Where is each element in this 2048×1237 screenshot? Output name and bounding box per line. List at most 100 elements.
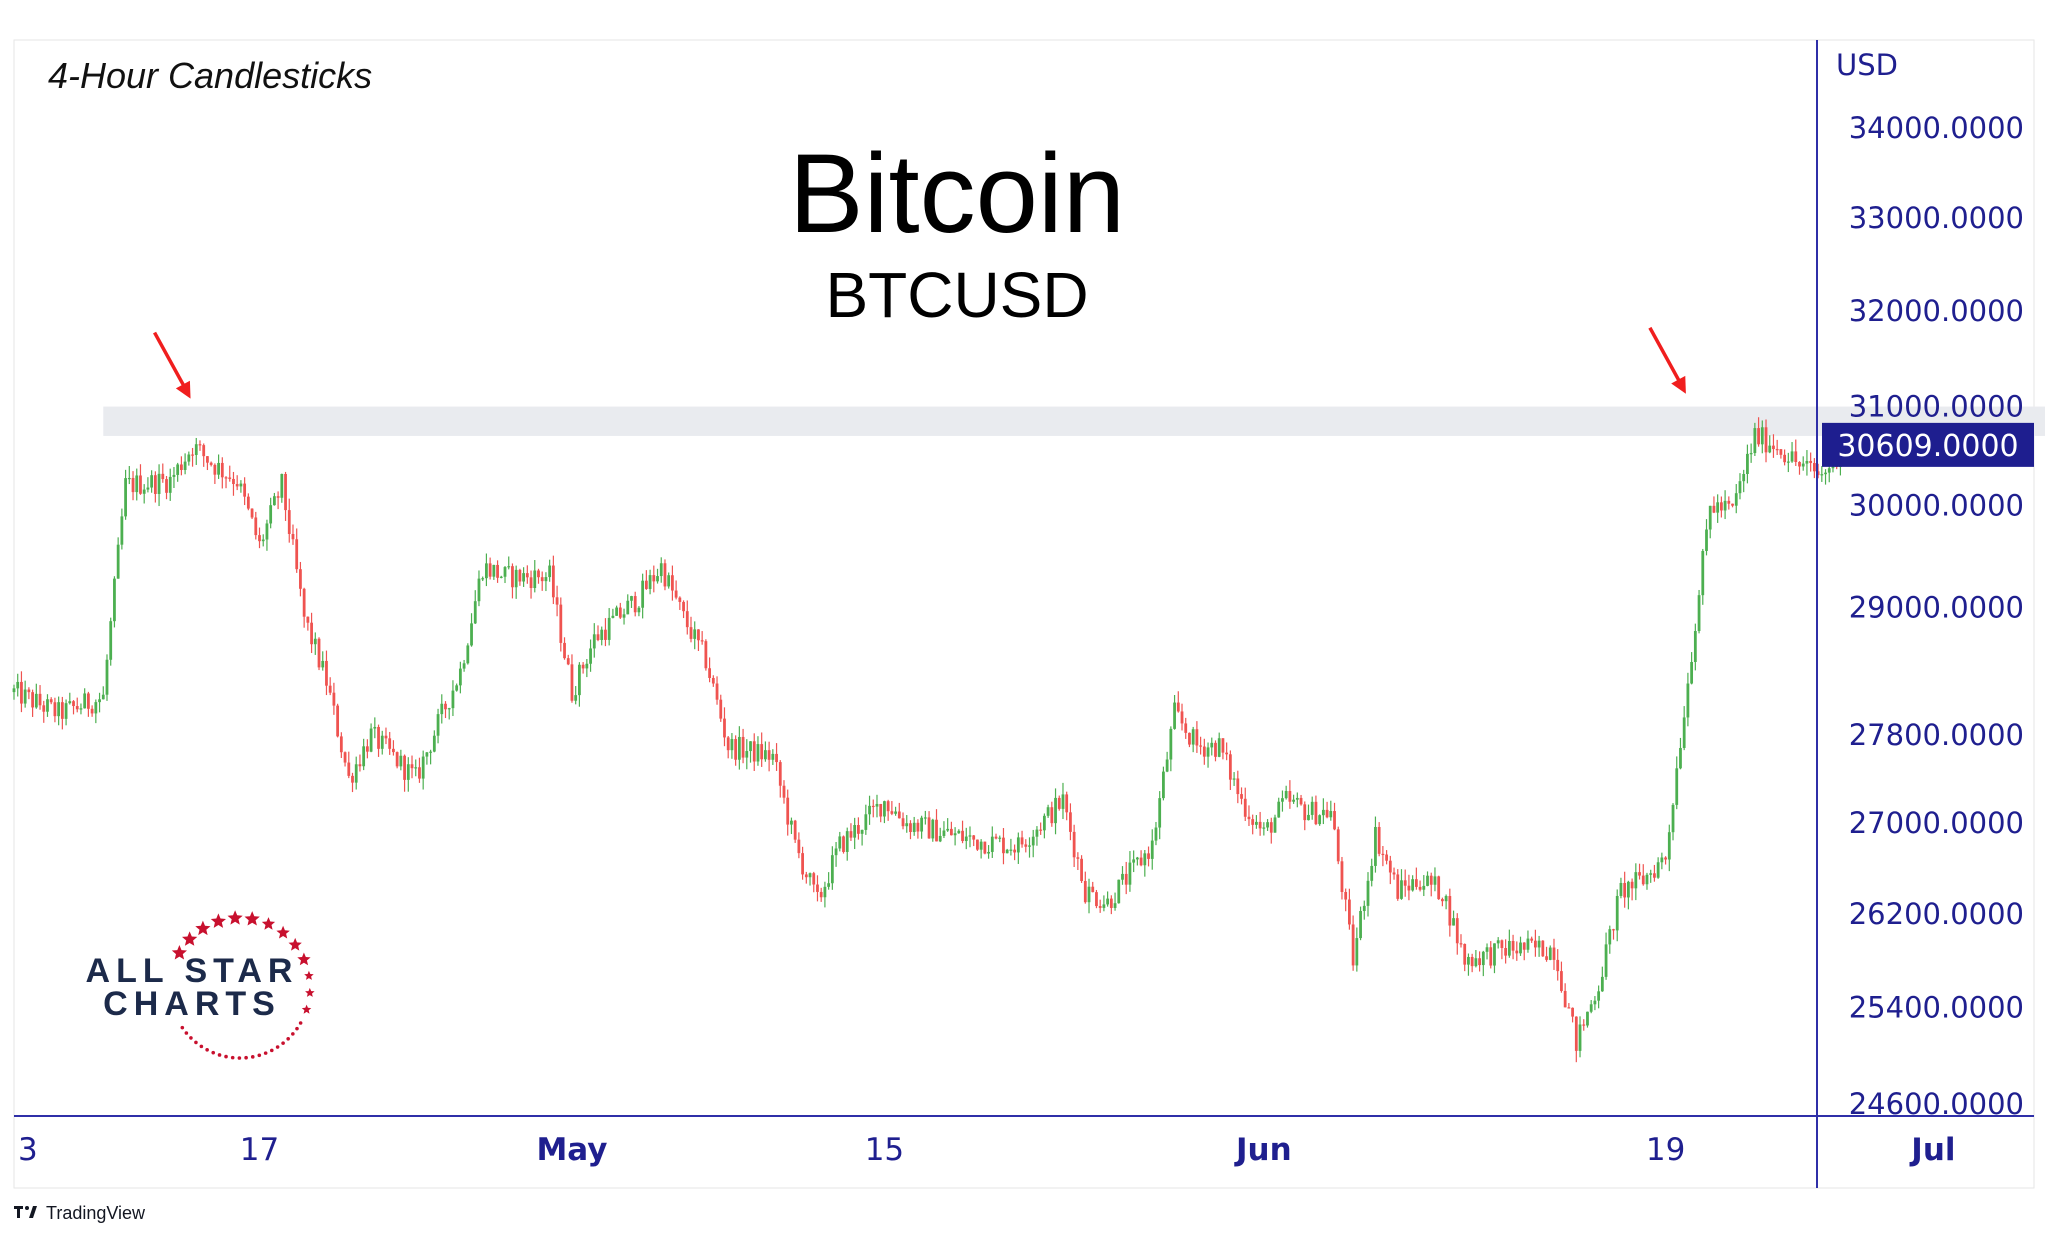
candle bbox=[834, 842, 838, 867]
candle bbox=[1805, 450, 1809, 476]
candle bbox=[1426, 871, 1429, 887]
candle bbox=[176, 462, 180, 482]
candle bbox=[1459, 934, 1463, 948]
candle bbox=[559, 597, 563, 652]
candle bbox=[1098, 899, 1102, 913]
candle bbox=[284, 471, 287, 521]
candle bbox=[1072, 824, 1076, 868]
candle bbox=[1124, 861, 1128, 895]
candle bbox=[12, 684, 16, 700]
candle bbox=[306, 616, 310, 631]
candle bbox=[90, 705, 94, 717]
candle bbox=[964, 827, 968, 850]
candle bbox=[1225, 742, 1229, 761]
candle bbox=[1314, 795, 1318, 826]
candle bbox=[1132, 850, 1136, 873]
candle bbox=[581, 662, 585, 674]
candle bbox=[1195, 721, 1199, 753]
candle bbox=[1310, 796, 1314, 820]
candle bbox=[563, 637, 566, 660]
candle bbox=[1243, 787, 1247, 821]
red-arrow-icon bbox=[153, 331, 191, 399]
candle bbox=[1679, 737, 1682, 770]
candle bbox=[146, 477, 150, 493]
candle bbox=[1321, 798, 1325, 825]
candle bbox=[1705, 519, 1708, 556]
candle bbox=[1143, 849, 1147, 877]
y-tick-label: 33000.0000 bbox=[1849, 201, 2024, 235]
x-tick-label: 15 bbox=[865, 1132, 904, 1168]
candle bbox=[392, 740, 395, 756]
candle bbox=[715, 676, 719, 705]
candle bbox=[116, 537, 120, 579]
candle bbox=[1258, 811, 1262, 836]
candle bbox=[909, 820, 912, 840]
chart-subtitle: BTCUSD bbox=[825, 259, 1088, 331]
candle bbox=[737, 726, 741, 770]
candle bbox=[302, 587, 306, 628]
candle bbox=[466, 643, 470, 665]
candle bbox=[209, 461, 213, 467]
candle bbox=[57, 696, 61, 726]
candle bbox=[1794, 439, 1798, 466]
candle bbox=[1210, 737, 1214, 756]
x-tick-label: 19 bbox=[1646, 1132, 1685, 1168]
candle bbox=[1284, 785, 1288, 800]
candle bbox=[436, 708, 440, 744]
candle bbox=[551, 555, 555, 605]
candle bbox=[135, 468, 139, 501]
candle bbox=[224, 476, 228, 489]
candle bbox=[533, 560, 537, 593]
candle bbox=[228, 465, 232, 482]
candle bbox=[1169, 726, 1173, 772]
candle bbox=[1355, 927, 1359, 972]
candle bbox=[1251, 814, 1255, 835]
candle bbox=[1042, 813, 1046, 839]
candle bbox=[1619, 877, 1623, 899]
candle bbox=[1604, 932, 1608, 980]
candle bbox=[265, 519, 269, 551]
candle bbox=[470, 613, 473, 647]
candle bbox=[1552, 938, 1556, 970]
candle bbox=[667, 572, 671, 589]
candle bbox=[142, 484, 146, 504]
candle bbox=[1786, 452, 1790, 473]
candle bbox=[1533, 929, 1537, 957]
candle bbox=[756, 736, 760, 766]
candle bbox=[358, 754, 362, 772]
candle bbox=[1753, 422, 1757, 456]
candle bbox=[1292, 794, 1295, 804]
candle bbox=[1162, 766, 1165, 801]
candle bbox=[1422, 875, 1426, 897]
candle bbox=[153, 471, 157, 503]
candle bbox=[1024, 839, 1028, 853]
candle bbox=[362, 738, 366, 771]
candle bbox=[1574, 1016, 1578, 1063]
candle bbox=[935, 809, 938, 842]
candle bbox=[790, 817, 793, 835]
x-tick-label: May bbox=[536, 1132, 607, 1168]
candle bbox=[1526, 930, 1530, 953]
candle bbox=[75, 697, 79, 713]
candle bbox=[1511, 934, 1515, 960]
candle bbox=[600, 626, 604, 646]
tradingview-logo-icon bbox=[14, 1206, 37, 1218]
candle bbox=[1057, 795, 1061, 811]
candle bbox=[317, 637, 321, 671]
candle bbox=[786, 789, 790, 836]
candle bbox=[674, 580, 678, 600]
candle bbox=[734, 735, 738, 766]
candle bbox=[1485, 943, 1489, 960]
candle bbox=[663, 559, 667, 591]
candle bbox=[648, 569, 652, 595]
candle bbox=[1560, 961, 1563, 993]
candle bbox=[633, 591, 637, 617]
y-tick-label: 31000.0000 bbox=[1849, 390, 2024, 424]
candle bbox=[678, 596, 682, 610]
candle bbox=[1779, 448, 1783, 459]
candle bbox=[741, 728, 745, 764]
candle bbox=[1693, 623, 1697, 671]
candle bbox=[1362, 900, 1366, 920]
candle bbox=[518, 568, 522, 586]
